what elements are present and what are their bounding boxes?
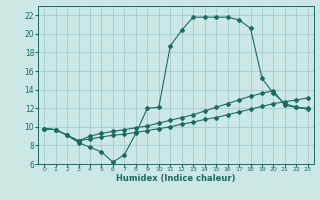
- X-axis label: Humidex (Indice chaleur): Humidex (Indice chaleur): [116, 174, 236, 183]
